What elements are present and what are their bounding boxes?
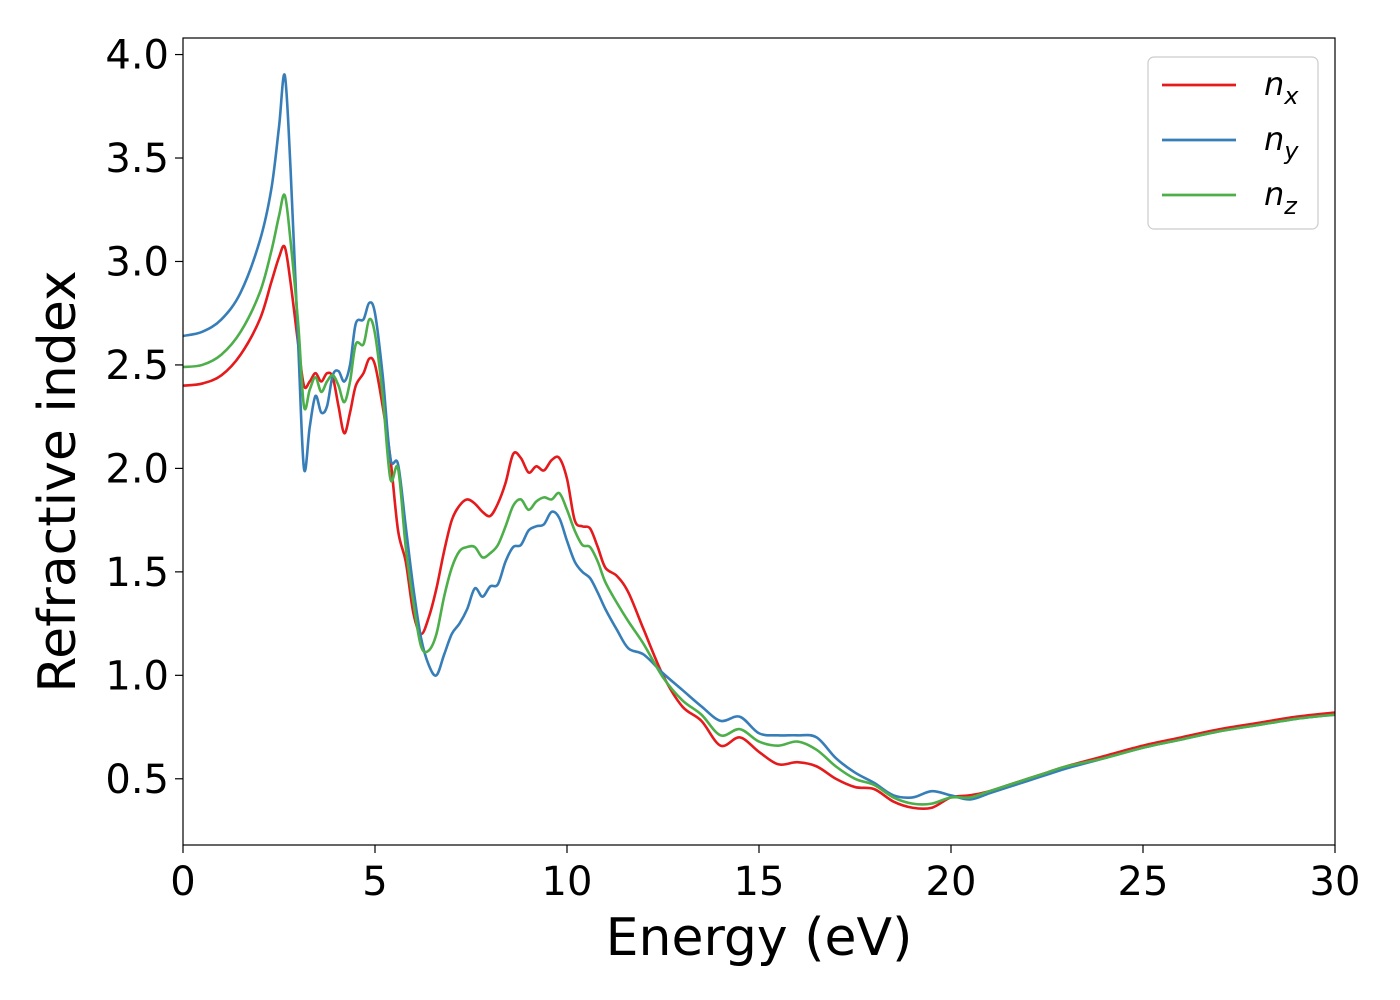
legend-label-sub: y xyxy=(1283,137,1299,165)
y-tick-label: 2.5 xyxy=(105,343,169,389)
legend-label-nx: nx xyxy=(1264,65,1299,110)
x-tick-label: 15 xyxy=(734,859,785,905)
x-tick-label: 0 xyxy=(170,859,195,905)
legend-label-sub: x xyxy=(1283,82,1299,110)
x-tick-label: 30 xyxy=(1310,859,1361,905)
series-line-nz xyxy=(183,193,1335,806)
y-tick-label: 4.0 xyxy=(105,33,169,79)
y-axis-label: Refractive index xyxy=(28,270,88,692)
y-tick-label: 2.0 xyxy=(105,446,169,492)
legend-label-base: n xyxy=(1264,65,1284,103)
legend-label-base: n xyxy=(1264,175,1284,213)
series-line-ny xyxy=(183,73,1335,801)
x-axis: 0 5 10 15 20 25 30 xyxy=(170,845,1360,905)
legend-label-nz: nz xyxy=(1264,175,1298,220)
legend-label-sub: z xyxy=(1283,192,1298,220)
y-tick-label: 3.5 xyxy=(105,136,169,182)
x-tick-label: 25 xyxy=(1118,859,1169,905)
y-tick-label: 1.5 xyxy=(105,550,169,596)
legend-box xyxy=(1147,56,1319,230)
legend-label-ny: ny xyxy=(1264,120,1299,165)
y-axis: 0.5 1.0 1.5 2.0 2.5 3.0 3.5 4.0 xyxy=(105,33,183,803)
y-tick-label: 0.5 xyxy=(105,757,169,803)
x-tick-label: 10 xyxy=(542,859,593,905)
x-axis-label: Energy (eV) xyxy=(606,908,913,968)
y-tick-label: 1.0 xyxy=(105,653,169,699)
x-tick-label: 5 xyxy=(362,859,387,905)
y-tick-label: 3.0 xyxy=(105,239,169,285)
legend-label-base: n xyxy=(1264,120,1284,158)
series-line-nx xyxy=(183,244,1335,811)
x-tick-label: 20 xyxy=(926,859,977,905)
series-layer xyxy=(183,73,1335,811)
